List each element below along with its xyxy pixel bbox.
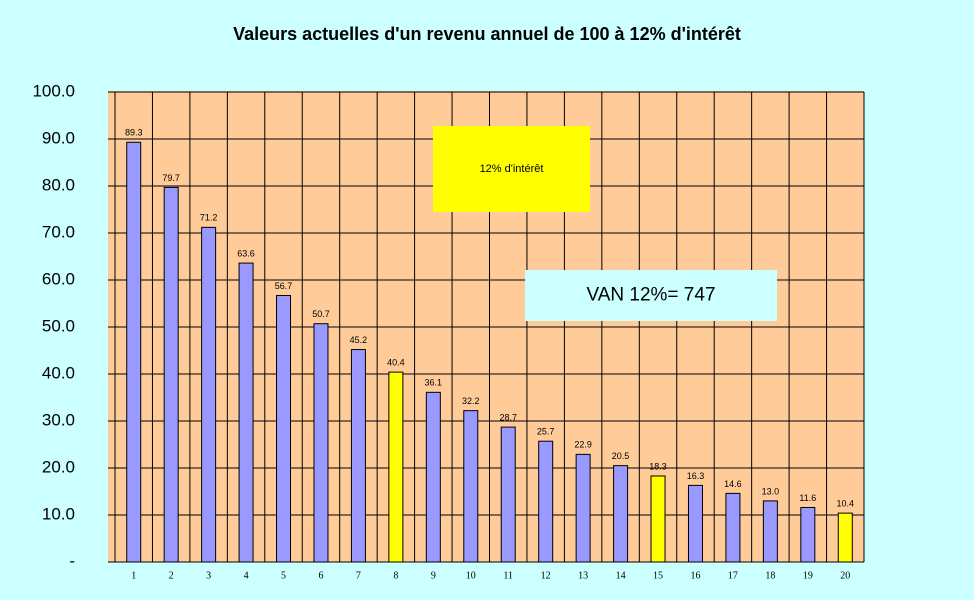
bar	[425, 391, 441, 563]
value-label: 79.7	[162, 173, 180, 183]
bar	[276, 295, 292, 563]
chart-title: Valeurs actuelles d'un revenu annuel de …	[233, 24, 741, 44]
annotation-box	[525, 270, 777, 321]
x-tick-label: 18	[765, 570, 775, 581]
value-label: 50.7	[312, 309, 330, 319]
x-tick-label: 12	[541, 570, 551, 581]
bar	[687, 484, 703, 563]
x-tick-label: 4	[244, 570, 249, 581]
value-label: 25.7	[537, 427, 555, 437]
x-tick-label: 7	[356, 570, 361, 581]
bar	[350, 349, 366, 563]
x-tick-label: 16	[690, 570, 700, 581]
y-tick-label: 100.0	[32, 81, 75, 100]
x-tick-label: 15	[653, 570, 663, 581]
y-tick-label: 80.0	[42, 175, 75, 194]
x-tick-label: 10	[466, 570, 476, 581]
value-label: 28.7	[499, 412, 517, 422]
annotation-box	[433, 126, 590, 212]
y-tick-label: 40.0	[42, 363, 75, 382]
value-label: 10.4	[837, 498, 855, 508]
bar	[650, 475, 666, 563]
y-tick-label: -	[69, 551, 75, 570]
y-tick-label: 50.0	[42, 316, 75, 335]
bar	[500, 426, 516, 563]
value-label: 45.2	[350, 335, 368, 345]
x-tick-label: 11	[503, 570, 513, 581]
x-tick-label: 17	[728, 570, 738, 581]
x-tick-label: 13	[578, 570, 588, 581]
bar	[313, 323, 329, 563]
x-tick-label: 8	[393, 570, 398, 581]
x-tick-label: 19	[803, 570, 813, 581]
x-tick-label: 3	[206, 570, 211, 581]
bar	[201, 226, 217, 563]
y-tick-label: 10.0	[42, 504, 75, 523]
bar	[163, 186, 179, 563]
x-tick-label: 6	[318, 570, 323, 581]
bar	[538, 440, 554, 563]
bar	[800, 506, 816, 563]
bar	[463, 410, 479, 563]
value-label: 18.3	[649, 461, 667, 471]
value-label: 16.3	[687, 471, 705, 481]
value-label: 40.4	[387, 357, 405, 367]
y-tick-label: 60.0	[42, 269, 75, 288]
x-tick-label: 20	[840, 570, 850, 581]
value-label: 11.6	[799, 493, 816, 503]
bar	[725, 492, 741, 563]
y-tick-label: 30.0	[42, 410, 75, 429]
bar	[762, 500, 778, 563]
value-label: 71.2	[200, 213, 218, 223]
x-tick-label: 14	[616, 570, 626, 581]
bar	[837, 512, 853, 563]
x-tick-label: 5	[281, 570, 286, 581]
value-label: 63.6	[237, 248, 255, 258]
y-tick-label: 70.0	[42, 222, 75, 241]
value-label: 32.2	[462, 396, 480, 406]
value-label: 14.6	[724, 479, 742, 489]
bar	[388, 371, 404, 563]
value-label: 56.7	[275, 281, 293, 291]
x-tick-label: 9	[431, 570, 436, 581]
value-label: 20.5	[612, 451, 630, 461]
bar	[575, 453, 591, 563]
annotation-text: VAN 12%= 747	[586, 285, 715, 306]
x-tick-label: 1	[131, 570, 136, 581]
value-label: 13.0	[762, 486, 780, 496]
bar	[613, 465, 629, 563]
value-label: 89.3	[125, 128, 143, 138]
y-tick-label: 90.0	[42, 128, 75, 147]
y-tick-label: 20.0	[42, 457, 75, 476]
value-label: 36.1	[425, 378, 443, 388]
value-label: 22.9	[574, 440, 592, 450]
bar	[126, 141, 142, 563]
bar	[238, 262, 254, 563]
x-tick-label: 2	[169, 570, 174, 581]
annotation-text: 12% d'intérêt	[480, 163, 544, 175]
